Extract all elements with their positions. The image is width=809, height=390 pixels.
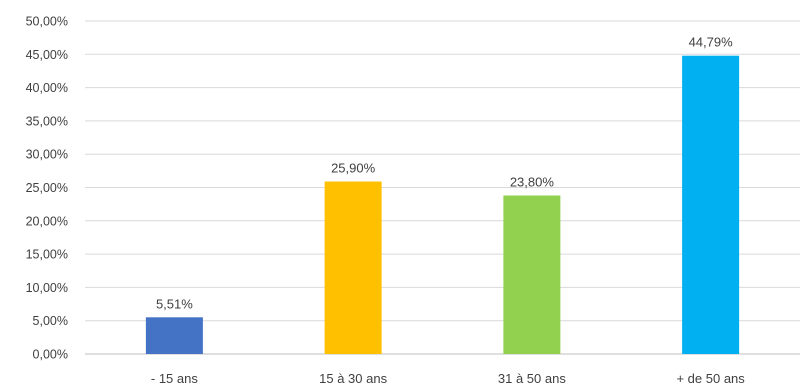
y-tick-label: 5,00% [33, 314, 68, 328]
category-label: 15 à 30 ans [319, 371, 387, 386]
data-label: 44,79% [689, 35, 734, 50]
y-tick-label: 40,00% [26, 81, 68, 95]
y-tick-label: 30,00% [26, 148, 68, 162]
category-label: + de 50 ans [676, 371, 745, 386]
y-tick-label: 45,00% [26, 48, 68, 62]
y-tick-label: 35,00% [26, 114, 68, 128]
gridlines [85, 20, 800, 355]
y-tick-label: 20,00% [26, 214, 68, 228]
bar-1 [145, 317, 203, 354]
data-label: 5,51% [156, 296, 193, 311]
category-label: - 15 ans [151, 371, 198, 386]
y-tick-label: 25,00% [26, 181, 68, 195]
data-label: 25,90% [331, 161, 376, 176]
y-tick-label: 50,00% [26, 15, 68, 29]
bar-2 [324, 181, 382, 354]
y-axis-ticks: 0,00% 5,00% 10,00% 15,00% 20,00% 25,00% 30,00%… [26, 15, 68, 362]
bar-4 [682, 55, 740, 354]
data-label: 23,80% [510, 174, 555, 189]
bars [145, 55, 740, 354]
category-label: 31 à 50 ans [498, 371, 566, 386]
y-tick-label: 15,00% [26, 248, 68, 262]
bar-3 [503, 195, 561, 354]
y-tick-label: 10,00% [26, 281, 68, 295]
x-axis-categories: - 15 ans 15 à 30 ans 31 à 50 ans + de 50 an… [151, 371, 745, 386]
data-labels: 5,51% 25,90% 23,80% 44,79% [156, 35, 733, 312]
y-tick-label: 0,00% [33, 348, 68, 362]
